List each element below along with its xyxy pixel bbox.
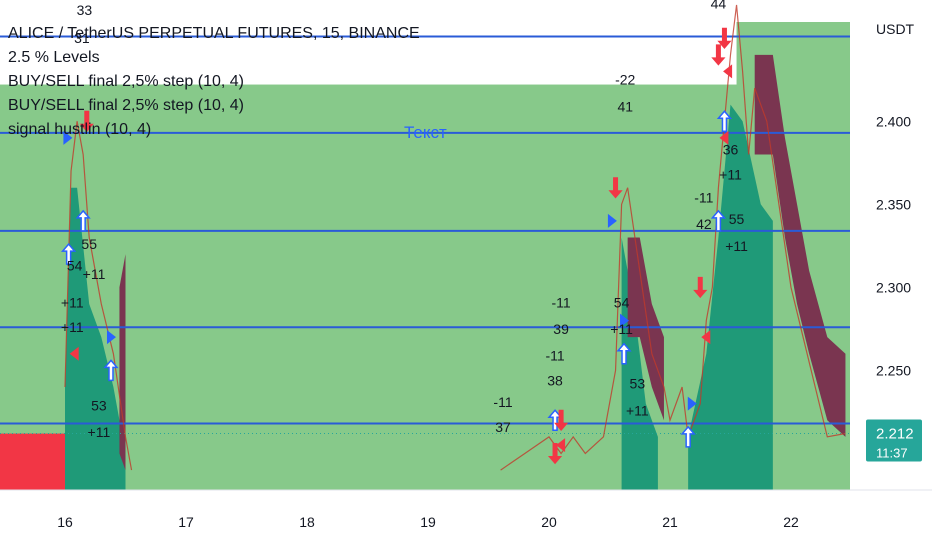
y-tick-label-3: 2.250 [876, 362, 911, 378]
signal-label-21: -11 [694, 190, 713, 206]
signal-label-8: +11 [88, 424, 111, 440]
signal-label-17: 54 [614, 294, 630, 310]
countdown-value: 11:37 [876, 446, 908, 461]
x-tick-label-6: 22 [783, 514, 799, 530]
signal-label-5: +11 [61, 294, 84, 310]
chart-legend: ALICE / TetherUS PERPETUAL FUTURES, 15, … [8, 22, 420, 142]
buy-arrow-2 [75, 209, 91, 232]
buy-arrow-6 [103, 359, 119, 382]
sell-arrow-19 [717, 27, 732, 49]
sell-triangle-10 [556, 438, 566, 453]
sell-triangle-16 [701, 330, 711, 345]
signal-label-23: 55 [729, 211, 745, 227]
buy-triangle-5 [106, 330, 116, 345]
sell-arrow-8 [554, 409, 569, 432]
legend-title: ALICE / TetherUS PERPETUAL FUTURES, 15, … [8, 25, 420, 42]
sell-arrow-9 [547, 442, 563, 465]
green-zone-top [736, 22, 850, 92]
sell-triangle-4 [69, 346, 79, 361]
sell-arrow-11 [608, 177, 623, 199]
signal-label-1: 31 [74, 30, 90, 46]
signal-label-9: -11 [493, 394, 512, 410]
signal-label-0: 33 [77, 2, 93, 18]
signal-label-27: 44 [711, 0, 727, 11]
buy-arrow-3 [60, 242, 77, 265]
signal-label-11: -11 [551, 294, 570, 310]
signal-label-16: 41 [617, 98, 633, 114]
time-axis-bg [0, 490, 932, 550]
y-tick-label-2: 2.300 [876, 279, 911, 295]
signal-label-12: 39 [553, 321, 569, 337]
legend-indicator-buysell-2[interactable]: BUY/SELL final 2,5% step (10, 4) [8, 97, 244, 114]
signal-label-2: 55 [81, 236, 97, 252]
buy-triangle-12 [607, 213, 617, 228]
legend-indicator-signal[interactable]: signal hustlin (10, 4) [8, 121, 152, 138]
x-tick-label-1: 17 [178, 514, 194, 530]
price-axis-bg [860, 0, 932, 550]
bear-band-0 [119, 254, 126, 471]
sell-triangle-21 [723, 64, 733, 79]
signal-label-26: +11 [719, 166, 742, 182]
signal-label-10: 37 [495, 419, 511, 435]
red-zone [0, 433, 65, 490]
buy-triangle-17 [687, 396, 697, 411]
buy-triangle-13 [620, 313, 630, 328]
buy-arrow-24 [710, 209, 727, 232]
buy-arrow-22 [716, 110, 733, 133]
sell-arrow-1 [79, 110, 94, 133]
signal-label-6: +11 [61, 319, 84, 335]
buy-arrow-14 [616, 342, 632, 365]
y-tick-label-1: 2.350 [876, 196, 911, 212]
last-price-value: 2.212 [876, 426, 914, 443]
signal-label-25: 36 [723, 141, 739, 157]
signal-label-15: -22 [615, 72, 635, 88]
signal-label-14: 38 [547, 372, 563, 388]
x-tick-label-5: 21 [662, 514, 678, 530]
bear-band-1 [627, 237, 664, 421]
last-price-badge[interactable] [866, 419, 922, 462]
signal-label-3: 54 [67, 258, 83, 274]
signal-label-20: +11 [626, 402, 649, 418]
x-tick-label-4: 20 [541, 514, 557, 530]
bull-band-2 [688, 104, 773, 490]
y-tick-label-0: 2.400 [876, 113, 911, 129]
price-line [64, 4, 846, 471]
x-tick-label-0: 16 [57, 514, 73, 530]
sell-triangle-23 [719, 130, 729, 145]
sell-arrow-20 [711, 44, 726, 66]
y-unit-label: USDT [876, 21, 915, 37]
bull-band-0 [65, 187, 126, 490]
signal-label-24: +11 [725, 238, 748, 254]
annotation-text: Текст [404, 123, 447, 142]
sell-arrow-15 [693, 276, 708, 299]
x-tick-label-2: 18 [299, 514, 315, 530]
signal-label-4: +11 [83, 266, 106, 282]
signal-label-13: -11 [545, 347, 564, 363]
signal-label-7: 53 [91, 397, 107, 413]
legend-indicator-levels[interactable]: 2.5 % Levels [8, 49, 100, 66]
signal-label-18: +11 [610, 321, 633, 337]
legend-indicator-buysell-1[interactable]: BUY/SELL final 2,5% step (10, 4) [8, 73, 244, 90]
buy-triangle-0 [63, 130, 73, 145]
buy-arrow-18 [680, 425, 696, 448]
signal-label-22: 42 [696, 216, 712, 232]
x-tick-label-3: 19 [420, 514, 436, 530]
bear-band-2 [754, 54, 846, 437]
signal-label-19: 53 [630, 376, 646, 392]
